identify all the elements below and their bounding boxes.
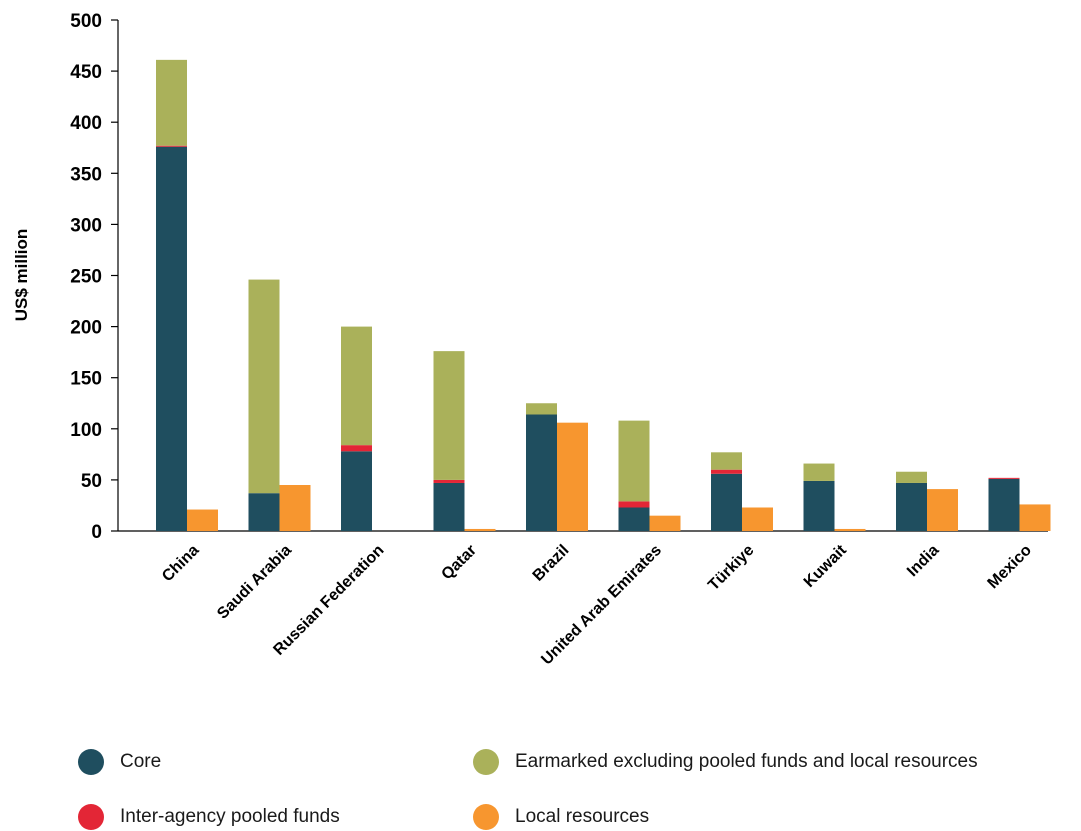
legend-swatch-core	[78, 749, 104, 775]
legend-item-local-resources: Local resources	[473, 803, 649, 831]
bar-group-china	[156, 59, 218, 531]
bar-local-resources-india	[927, 489, 958, 531]
y-axis: 0 50 100 150 200 250 300 350 400 450 500	[70, 11, 119, 543]
bar-earmarked-excluding-pooled-funds-and-local-resources-kuwait	[803, 463, 835, 481]
y-tick-label: 50	[81, 471, 102, 492]
bar-earmarked-excluding-pooled-funds-and-local-resources-india	[896, 471, 927, 483]
legend-swatch-local-resources	[473, 804, 499, 830]
bar-inter-agency-pooled-funds-t-rkiye	[711, 469, 742, 474]
y-tick-label: 100	[70, 420, 102, 441]
bar-core-qatar	[433, 482, 465, 531]
bar-inter-agency-pooled-funds-russian-federation	[341, 445, 372, 452]
legend-swatch-pooled-funds	[78, 804, 104, 830]
y-tick-label: 200	[70, 318, 102, 339]
bar-group-russian-federation	[341, 326, 372, 531]
bar-group-t-rkiye	[711, 452, 773, 531]
legend-item-earmarked: Earmarked excluding pooled funds and loc…	[473, 748, 978, 776]
legend-label-pooled-funds: Inter-agency pooled funds	[120, 806, 340, 827]
bar-core-china	[156, 146, 187, 531]
y-tick-label: 0	[91, 522, 102, 543]
bar-group-saudi-arabia	[248, 279, 311, 531]
bar-group-brazil	[526, 403, 588, 531]
bar-group-india	[896, 471, 958, 531]
bar-earmarked-excluding-pooled-funds-and-local-resources-saudi-arabia	[248, 279, 280, 494]
bar-local-resources-t-rkiye	[742, 507, 773, 531]
bar-core-brazil	[526, 414, 557, 531]
bar-local-resources-china	[187, 509, 218, 531]
x-tick-label: Kuwait	[801, 541, 851, 591]
x-tick-label: Qatar	[438, 542, 480, 584]
x-tick-label: India	[904, 542, 942, 580]
bar-earmarked-excluding-pooled-funds-and-local-resources-china	[156, 59, 187, 146]
bar-core-russian-federation	[341, 451, 372, 531]
bar-group-mexico	[988, 477, 1051, 531]
legend-item-core: Core	[78, 748, 161, 776]
bar-local-resources-brazil	[557, 422, 588, 531]
bar-core-saudi-arabia	[248, 493, 280, 531]
bar-group-united-arab-emirates	[618, 420, 681, 531]
bar-local-resources-kuwait	[834, 528, 866, 531]
y-tick-label: 400	[70, 113, 102, 134]
bar-earmarked-excluding-pooled-funds-and-local-resources-russian-federation	[341, 326, 372, 446]
x-tick-label: Mexico	[985, 542, 1036, 593]
bar-core-mexico	[988, 478, 1020, 531]
bars	[156, 59, 1051, 531]
legend-label-core: Core	[120, 751, 162, 772]
y-tick-label: 250	[70, 267, 102, 288]
y-tick-label: 450	[70, 62, 102, 83]
x-tick-label: Saudi Arabia	[214, 542, 295, 623]
bar-earmarked-excluding-pooled-funds-and-local-resources-t-rkiye	[711, 452, 742, 470]
y-tick-label: 300	[70, 215, 102, 236]
bar-group-qatar	[433, 351, 496, 531]
bar-group-kuwait	[803, 463, 866, 531]
bar-local-resources-united-arab-emirates	[649, 515, 681, 531]
x-tick-label: Türkiye	[705, 542, 757, 594]
bar-core-united-arab-emirates	[618, 507, 650, 531]
bar-chart: 0 50 100 150 200 250 300 350 400 450 500 China Saud…	[12, 11, 1051, 668]
y-axis-title: US$ million	[12, 229, 31, 322]
y-tick-label: 500	[70, 11, 102, 32]
bar-inter-agency-pooled-funds-united-arab-emirates	[618, 501, 650, 508]
bar-local-resources-qatar	[464, 528, 496, 531]
bar-local-resources-mexico	[1019, 504, 1051, 531]
legend: Core Earmarked excluding pooled funds an…	[78, 742, 1078, 830]
legend-swatch-earmarked	[473, 749, 499, 775]
legend-label-local-resources: Local resources	[515, 806, 650, 827]
bar-earmarked-excluding-pooled-funds-and-local-resources-qatar	[433, 351, 465, 480]
x-tick-label: China	[159, 542, 203, 586]
bar-core-kuwait	[803, 480, 835, 531]
bar-inter-agency-pooled-funds-china	[156, 145, 187, 147]
x-tick-label: Brazil	[530, 542, 573, 585]
legend-label-earmarked: Earmarked excluding pooled funds and loc…	[515, 751, 978, 772]
bar-earmarked-excluding-pooled-funds-and-local-resources-brazil	[526, 403, 557, 415]
y-tick-label: 350	[70, 164, 102, 185]
legend-item-pooled-funds: Inter-agency pooled funds	[78, 803, 340, 831]
bar-core-t-rkiye	[711, 473, 742, 531]
bar-local-resources-saudi-arabia	[279, 485, 311, 531]
bar-inter-agency-pooled-funds-mexico	[988, 477, 1020, 479]
bar-earmarked-excluding-pooled-funds-and-local-resources-united-arab-emirates	[618, 420, 650, 502]
y-tick-label: 150	[70, 369, 102, 390]
bar-inter-agency-pooled-funds-qatar	[433, 479, 465, 483]
bar-core-india	[896, 482, 927, 531]
